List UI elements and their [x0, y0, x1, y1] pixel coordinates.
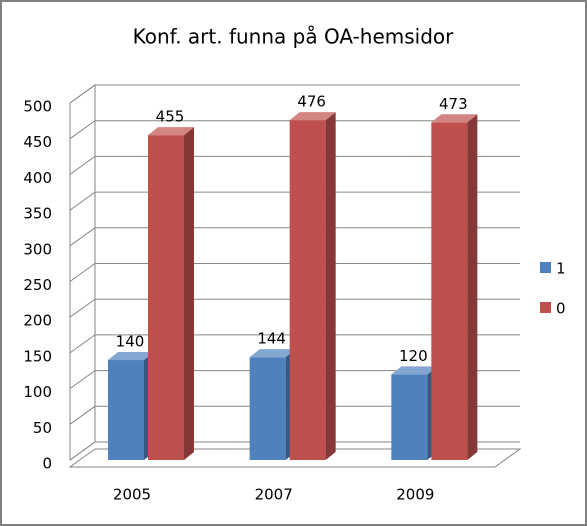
x-tick-label: 2005 [113, 486, 151, 504]
value-label: 473 [439, 95, 468, 113]
y-tick-label: 500 [23, 98, 52, 116]
legend-label: 1 [556, 260, 566, 278]
grid-line [69, 334, 520, 354]
grid-line [69, 227, 520, 247]
bar-top [431, 114, 478, 123]
grid-line [69, 441, 520, 461]
y-tick-label: 250 [23, 276, 52, 294]
grid-line [69, 191, 520, 211]
bar-front [431, 122, 468, 460]
grid-line [69, 370, 520, 390]
y-tick-label: 450 [23, 133, 52, 151]
grid-line [69, 405, 520, 425]
bar [391, 366, 438, 460]
y-tick-label: 200 [23, 312, 52, 330]
floor [68, 448, 522, 468]
bar-top [249, 349, 296, 358]
grid-line [69, 84, 520, 104]
bar-top [289, 112, 336, 121]
y-tick-label: 150 [23, 347, 52, 365]
bar-top [108, 352, 154, 361]
bar [148, 127, 194, 460]
y-tick-label: 400 [23, 169, 52, 187]
value-label: 476 [297, 93, 326, 111]
value-label: 455 [156, 108, 185, 126]
value-label: 144 [257, 330, 286, 348]
legend-swatch [540, 262, 551, 273]
bar-top [148, 127, 194, 136]
y-tick-label: 50 [33, 419, 52, 437]
bar-side [467, 114, 478, 460]
bar-side [325, 112, 336, 461]
grid-line [69, 155, 520, 175]
chart-title: Konf. art. funna på OA-hemsidor [133, 25, 455, 49]
bar-front [391, 374, 428, 460]
bar-top [391, 366, 438, 375]
bar-side [184, 127, 194, 460]
grid-line [69, 120, 520, 140]
bar [431, 114, 478, 460]
bar-front [249, 357, 286, 460]
bar [289, 112, 336, 461]
bar-front [148, 135, 184, 460]
x-tick-label: 2007 [255, 486, 293, 504]
bar [249, 349, 296, 460]
bar [108, 352, 154, 460]
value-label: 120 [399, 347, 428, 365]
y-tick-label: 100 [23, 383, 52, 401]
x-tick-label: 2009 [396, 486, 434, 504]
y-tick-label: 300 [23, 240, 52, 258]
y-tick-label: 0 [42, 455, 52, 473]
value-label: 140 [116, 333, 145, 351]
legend-swatch [540, 302, 551, 313]
legend-label: 0 [556, 300, 566, 318]
bar-front [289, 120, 326, 461]
grid-line [69, 298, 520, 318]
grid-line [69, 263, 520, 282]
y-tick-label: 350 [23, 205, 52, 223]
bar-front [108, 360, 144, 460]
